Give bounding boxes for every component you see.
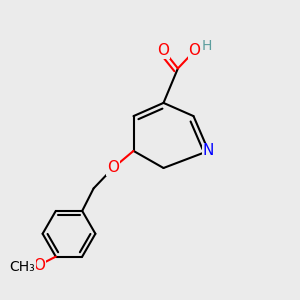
Text: H: H — [202, 39, 212, 52]
Text: O: O — [107, 160, 119, 175]
Text: O: O — [33, 257, 45, 272]
Text: O: O — [188, 44, 200, 59]
Text: O: O — [158, 43, 169, 58]
Text: N: N — [203, 143, 214, 158]
Text: CH₃: CH₃ — [10, 260, 35, 274]
